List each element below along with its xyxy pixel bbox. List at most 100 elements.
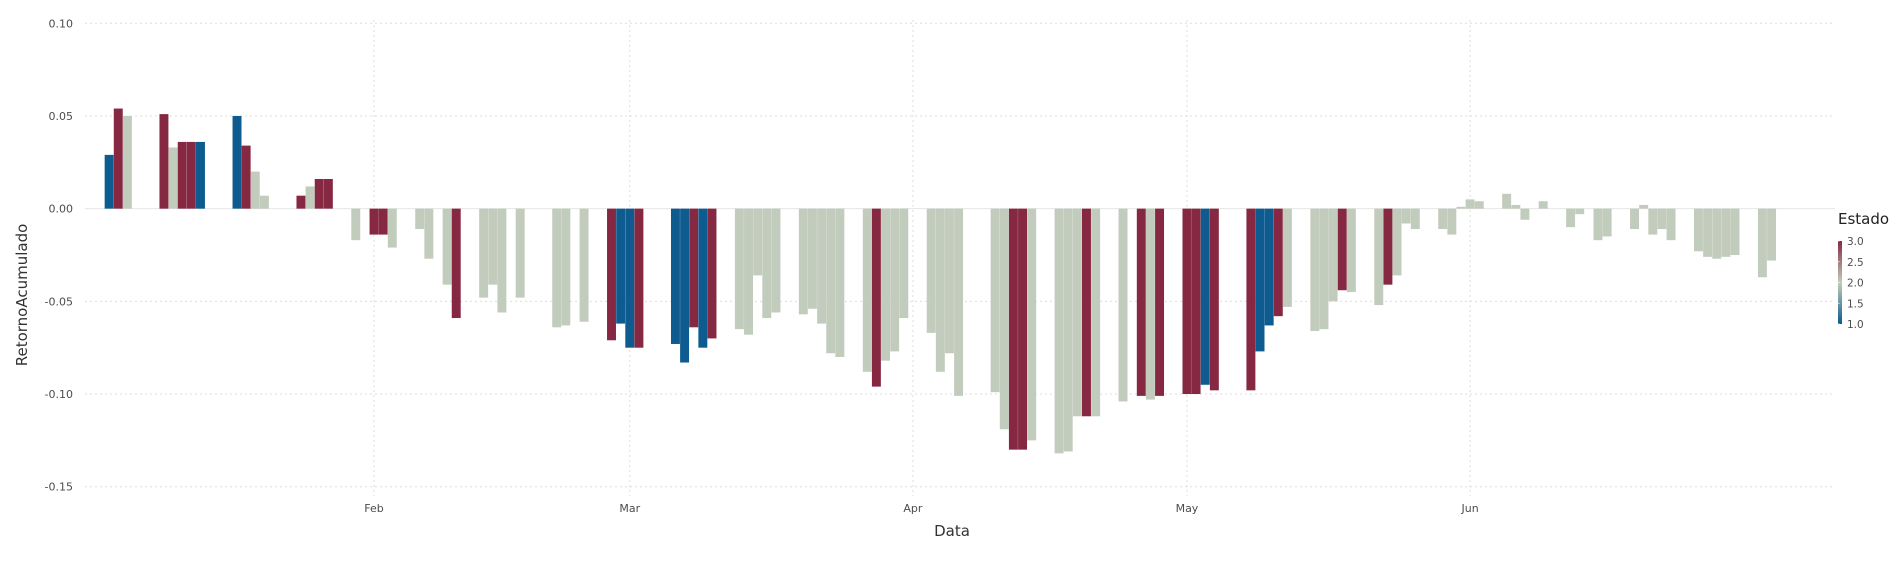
bar [1072,208,1082,417]
legend: Estado 3.0 2.5 2.0 1.5 1.0 [1838,210,1889,331]
bar [1063,208,1073,452]
bar [1118,208,1128,402]
bar [1465,199,1475,209]
bar [479,208,489,298]
bar [1438,208,1448,230]
bar [351,208,361,241]
bar [1018,208,1028,450]
bar [1145,208,1155,400]
bar [415,208,425,230]
bar [1520,208,1530,220]
bar [1730,208,1740,255]
bar [1474,201,1484,209]
bar [1666,208,1676,241]
legend-label: 2.5 [1847,257,1864,269]
bar [1593,208,1603,241]
bars [104,108,1777,454]
bar [1648,208,1658,235]
legend-colorbar [1838,241,1842,324]
legend-title: Estado [1838,210,1889,228]
bar [1511,204,1521,209]
y-tick-label: 0.05 [49,110,74,123]
y-tick-label: -0.10 [45,388,73,401]
bar [1264,208,1274,326]
bar [871,208,881,387]
bar [1703,208,1713,257]
bar [862,208,872,372]
legend-label: 1.0 [1847,319,1864,331]
bar [707,208,717,339]
bar [488,208,498,285]
bar [1575,208,1585,215]
bar [1246,208,1256,391]
y-tick-label: 0.00 [49,203,74,216]
bar [1255,208,1265,352]
x-tick-label: Mar [619,502,640,515]
bar [990,208,1000,393]
bar [734,208,744,330]
bar [1091,208,1101,417]
bar [954,208,964,396]
bar [1328,208,1338,302]
x-tick-label: Jun [1461,502,1479,515]
bar [442,208,452,285]
bar [890,208,900,352]
y-tick-label: -0.15 [45,481,73,494]
bar [689,208,699,328]
bar [944,208,954,354]
bar [1282,208,1292,307]
bar [515,208,525,298]
bar [387,208,397,248]
bar [1538,201,1548,209]
bar [607,208,616,341]
bar [186,141,196,209]
bar [378,208,388,235]
bar [798,208,808,315]
bar [835,208,845,357]
bar [1447,208,1457,235]
bar [1693,208,1703,252]
y-axis-title: RetornoAcumulado [13,224,31,367]
bar [1346,208,1356,293]
bar [753,208,763,276]
bar [168,147,178,209]
bar [999,208,1009,430]
bar [1566,208,1576,228]
bar [552,208,562,328]
bar [698,208,708,348]
bar [497,208,507,313]
bar [232,115,242,209]
bar [1182,208,1192,395]
bar [771,208,781,313]
bar [1757,208,1767,278]
bar [670,208,680,344]
bar [625,208,635,348]
bar [1319,208,1329,330]
bar [561,208,571,326]
bar [296,195,306,209]
bar [259,195,269,209]
bar [1602,208,1612,237]
bar [1310,208,1320,331]
bar [314,178,324,209]
legend-label: 3.0 [1847,236,1864,248]
bar [680,208,690,363]
y-tick-label: 0.10 [49,17,74,30]
bar [122,115,132,209]
bar [177,141,187,209]
y-axis-ticks: 0.10 0.05 0.00 -0.05 -0.10 -0.15 [45,17,73,493]
bar [762,208,772,319]
bar [1027,208,1037,441]
bar [1054,208,1064,454]
bar [113,108,123,209]
bar [616,208,626,324]
bar [369,208,379,235]
bar [1374,208,1384,306]
x-axis-ticks: Feb Mar Apr May Jun [364,502,1478,515]
bar [1209,208,1219,391]
bar [926,208,936,333]
bar [1502,193,1512,209]
bar [1767,208,1777,261]
bar [634,208,644,348]
